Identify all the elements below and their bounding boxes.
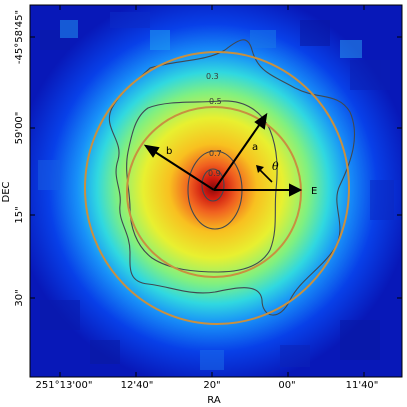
x-tick-label: 11'40" — [346, 380, 379, 391]
ticks — [30, 5, 402, 377]
east-arrowhead — [289, 183, 303, 197]
y-tick-label: -45°58'45" — [14, 10, 25, 64]
x-tick-label: 251°13'00" — [36, 380, 93, 391]
axis-arrows — [143, 112, 303, 197]
label-a: a — [252, 142, 258, 153]
y-axis-label: DEC — [1, 181, 12, 202]
y-tick-label: 30" — [14, 289, 25, 306]
inner-ellipse — [126, 106, 302, 278]
minor-axis-arrowhead — [143, 144, 160, 158]
x-tick-label: 20" — [203, 380, 220, 391]
major-axis-arrowhead — [254, 112, 268, 130]
contour-0.3 — [108, 39, 356, 316]
major-axis-arrow — [213, 120, 263, 191]
contour-label-0.3: 0.3 — [206, 72, 219, 81]
label-b: b — [166, 146, 172, 157]
contour-label-0.9: 0.9 — [208, 169, 221, 178]
angle-arc-head — [256, 165, 264, 173]
label-east: E — [311, 186, 317, 197]
x-tick-label: 00" — [278, 380, 295, 391]
contour-0.9 — [201, 168, 225, 202]
y-tick-label: 15" — [14, 206, 25, 223]
contour-label-0.7: 0.7 — [209, 149, 222, 158]
contour-label-0.5: 0.5 — [209, 97, 222, 106]
y-tick-label: 59'00" — [14, 112, 25, 145]
intensity-map — [30, 5, 402, 377]
fitted-ellipses — [84, 51, 350, 325]
plot-frame — [29, 4, 403, 378]
x-axis-label: RA — [207, 395, 221, 406]
minor-axis-arrow — [151, 149, 215, 191]
x-tick-label: 12'40" — [121, 380, 154, 391]
outer-ellipse — [84, 51, 350, 325]
label-theta: θ — [272, 160, 279, 173]
